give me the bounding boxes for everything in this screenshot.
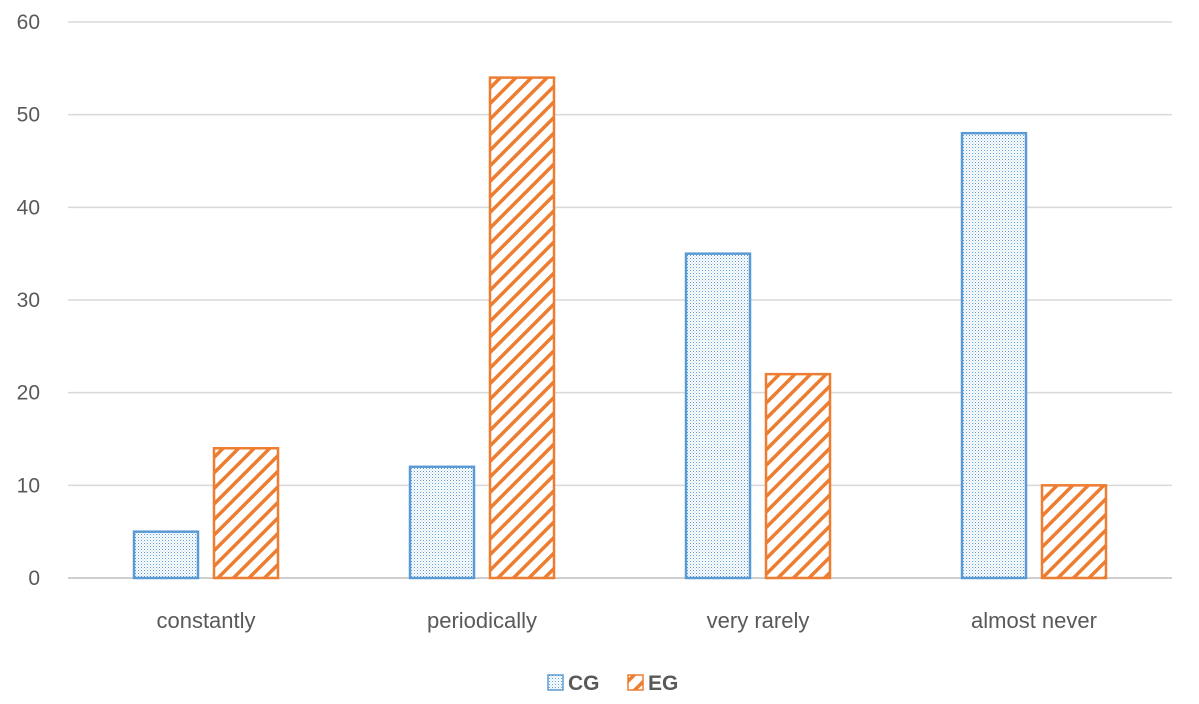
y-tick-label: 10 <box>17 474 40 497</box>
legend-label-eg: EG <box>648 672 678 695</box>
bar-cg-very-rarely <box>684 252 752 580</box>
x-axis: constantly periodically very rarely almost … <box>156 608 1097 633</box>
legend-label-cg: CG <box>568 672 600 695</box>
legend: CG EG <box>547 672 678 695</box>
y-tick-label: 20 <box>17 382 40 405</box>
bar-eg-periodically <box>488 76 556 580</box>
y-tick-label: 50 <box>17 104 40 127</box>
legend-swatch-eg <box>627 674 644 691</box>
y-tick-label: 0 <box>28 567 40 590</box>
y-tick-label: 60 <box>17 11 40 34</box>
x-tick-label: constantly <box>156 608 255 633</box>
x-tick-label: almost never <box>971 608 1097 633</box>
bar-eg-almost-never <box>1040 484 1108 580</box>
bar-cg-constantly <box>132 530 200 580</box>
y-axis: 0 10 20 30 40 50 60 <box>17 11 40 590</box>
x-tick-label: very rarely <box>707 608 810 633</box>
y-tick-label: 30 <box>17 289 40 312</box>
bar-eg-constantly <box>212 447 280 580</box>
bar-cg-almost-never <box>960 131 1028 580</box>
bars <box>132 76 1108 580</box>
y-tick-label: 40 <box>17 196 40 219</box>
bar-cg-periodically <box>408 465 476 580</box>
x-tick-label: periodically <box>427 608 537 633</box>
legend-swatch-cg <box>547 674 564 691</box>
bar-eg-very-rarely <box>764 372 832 580</box>
